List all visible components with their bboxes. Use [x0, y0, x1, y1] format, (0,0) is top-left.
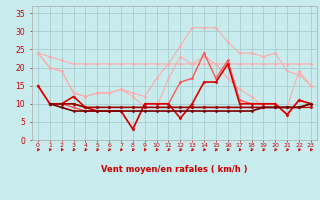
X-axis label: Vent moyen/en rafales ( km/h ): Vent moyen/en rafales ( km/h ) [101, 165, 248, 174]
